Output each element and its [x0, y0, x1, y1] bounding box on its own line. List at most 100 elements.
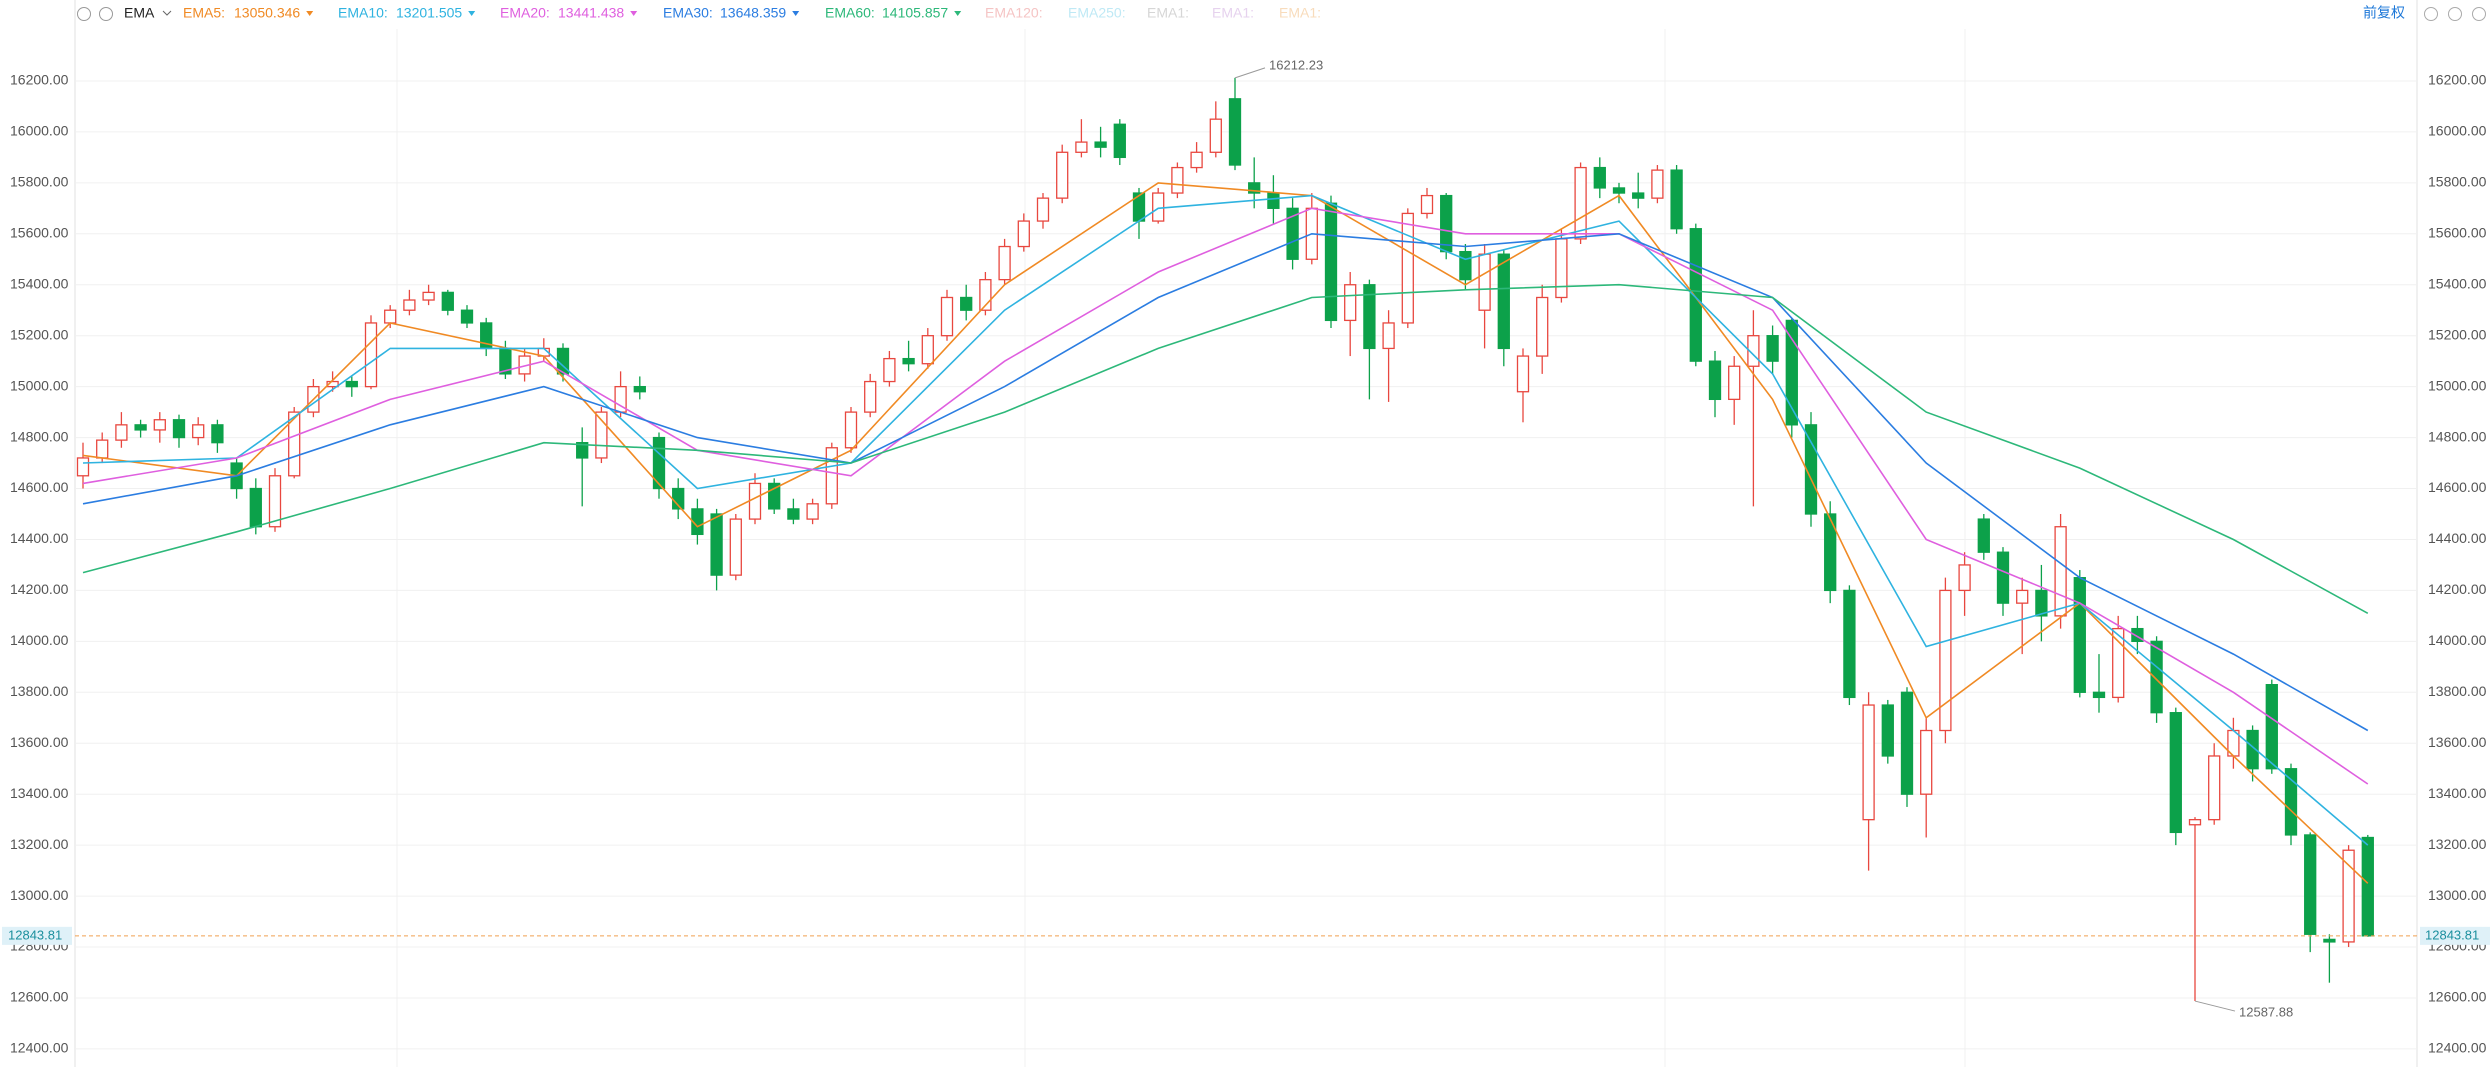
last-price-box-right [2420, 926, 2490, 945]
min-leader [2194, 1000, 2236, 1012]
y-tick-label-right: 14000.00 [2428, 632, 2487, 648]
candle-body [1036, 197, 1050, 222]
candle-body [384, 309, 397, 324]
candle-body [1267, 192, 1280, 209]
legend-name: EMA60: [825, 5, 875, 21]
candle-body [1171, 166, 1184, 194]
close-icon[interactable] [99, 7, 113, 21]
candle-body [1824, 513, 1837, 592]
y-tick-label: 14000.00 [10, 632, 69, 648]
candle-body [2112, 627, 2125, 699]
candle-body [1996, 551, 2010, 604]
legend-value: 13201.505 [396, 5, 462, 21]
ema-line [82, 283, 2369, 615]
ema-line [82, 194, 2369, 846]
candle-body [1632, 192, 1645, 199]
y-tick-label: 14200.00 [10, 581, 69, 597]
y-tick-label-right: 14200.00 [2428, 581, 2487, 597]
y-tick-label: 13000.00 [10, 887, 69, 903]
candle-body [268, 475, 282, 528]
legend-dropdown [954, 11, 962, 16]
y-tick-label-right: 15000.00 [2428, 377, 2487, 393]
candle-body [403, 299, 416, 311]
candle-body [902, 357, 915, 365]
candle-body [844, 411, 858, 449]
y-tick-label-right: 16000.00 [2428, 123, 2487, 139]
candle-body [2035, 589, 2048, 617]
candle-body [883, 357, 896, 383]
y-tick-label: 13400.00 [10, 785, 69, 801]
candle-body [979, 278, 992, 311]
y-tick-label: 12400.00 [10, 1040, 69, 1056]
y-tick-label-right: 13200.00 [2428, 836, 2487, 852]
candle-body [422, 291, 435, 301]
legend-dropdown [468, 11, 476, 16]
legend-value: 13050.346 [234, 5, 300, 21]
undo-icon[interactable] [2424, 7, 2438, 21]
candle-body [1248, 182, 1261, 194]
candle-body [2323, 938, 2336, 943]
candle-body [1728, 365, 1741, 401]
zoom-in-icon[interactable] [2472, 7, 2486, 21]
candle-body [710, 513, 723, 576]
adjust-mode[interactable]: 前复权 [2363, 5, 2405, 21]
candle-body [1555, 238, 1568, 299]
legend-name: EMA5: [183, 5, 225, 21]
candle-body [2073, 577, 2086, 693]
legend-value: 13441.438 [558, 5, 624, 21]
candle-body [825, 447, 838, 505]
candle-body [1977, 518, 1990, 553]
candle-body [326, 380, 339, 388]
zoom-out-icon[interactable] [2448, 7, 2462, 21]
y-tick-label-right: 14400.00 [2428, 530, 2487, 546]
candle-body [2304, 834, 2317, 935]
candle-body [1651, 169, 1664, 199]
candle-body [960, 296, 973, 311]
candle-body [1939, 589, 1952, 732]
inactive-legend: EMA1: [1279, 5, 1321, 21]
candle-body [1209, 118, 1222, 153]
candle-body [921, 335, 934, 365]
candle-body [192, 424, 205, 439]
candle-body [115, 424, 128, 441]
inactive-legend: EMA250: [1068, 5, 1126, 21]
candle-body [1689, 228, 1702, 362]
candle-body [211, 424, 224, 444]
candle-body [576, 442, 589, 459]
candle-body [1056, 151, 1069, 199]
y-tick-label-right: 14600.00 [2428, 479, 2487, 495]
legend-dropdown [630, 11, 638, 16]
y-tick-label: 15000.00 [10, 377, 69, 393]
y-tick-label: 15800.00 [10, 174, 69, 190]
candle-body [2054, 526, 2067, 617]
candle-body [1708, 360, 1722, 401]
candle-body [172, 419, 186, 439]
candle-body [441, 291, 454, 311]
candle-body [1324, 202, 1338, 322]
indicator-dropdown[interactable] [162, 10, 172, 16]
candle-body [1843, 589, 1856, 699]
candle-body [1459, 250, 1472, 281]
vertical-grid [396, 29, 1966, 1067]
indicator-name[interactable]: EMA [124, 5, 155, 21]
candle-body [787, 508, 800, 520]
candle-body [2016, 589, 2029, 604]
candle-body [1574, 166, 1587, 240]
candle-body [2265, 684, 2278, 770]
candle-body [940, 296, 954, 337]
y-tick-label: 14600.00 [10, 479, 69, 495]
candle-body [1113, 123, 1126, 159]
candle-body [1094, 141, 1107, 148]
candle-body [595, 411, 608, 459]
candle-body [998, 245, 1011, 281]
y-tick-label-right: 13800.00 [2428, 683, 2487, 699]
candle-body [864, 380, 877, 413]
y-tick-label-right: 15600.00 [2428, 225, 2487, 241]
y-tick-label: 15400.00 [10, 275, 69, 291]
settings-icon[interactable] [77, 7, 91, 21]
candle-body [2092, 691, 2106, 699]
inactive-legend: EMA1: [1212, 5, 1254, 21]
y-tick-label-right: 14800.00 [2428, 428, 2487, 444]
last-price-label-right: 12843.81 [2425, 927, 2479, 942]
